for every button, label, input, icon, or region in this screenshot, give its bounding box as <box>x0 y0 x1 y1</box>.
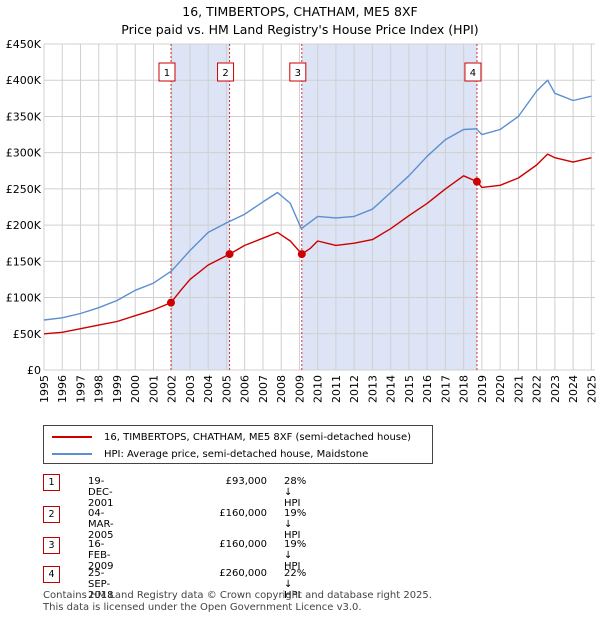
sale-point <box>472 177 481 186</box>
y-tick-label: £350K <box>6 110 42 123</box>
x-tick-label: 2010 <box>312 375 325 403</box>
x-tick-label: 2009 <box>293 375 306 403</box>
sale-label: 3 <box>295 68 301 79</box>
transaction-number: 4 <box>43 566 60 583</box>
sale-point <box>297 250 306 259</box>
y-tick-label: £300K <box>6 147 42 160</box>
x-tick-label: 2008 <box>275 375 288 403</box>
y-tick-label: £150K <box>6 255 42 268</box>
x-tick-label: 2006 <box>239 375 252 403</box>
x-tick-label: 2017 <box>439 375 452 403</box>
x-tick-label: 2025 <box>585 375 598 403</box>
x-tick-label: 2002 <box>166 375 179 403</box>
y-tick-label: £100K <box>6 292 42 305</box>
y-tick-label: £200K <box>6 219 42 232</box>
x-tick-label: 2004 <box>202 375 215 403</box>
x-tick-label: 2015 <box>403 375 416 403</box>
legend-swatch-hpi <box>52 453 92 455</box>
x-tick-label: 2016 <box>421 375 434 403</box>
legend-item-property: 16, TIMBERTOPS, CHATHAM, ME5 8XF (semi-d… <box>52 429 411 445</box>
x-tick-label: 2005 <box>220 375 233 403</box>
x-tick-label: 2023 <box>549 375 562 403</box>
sale-point <box>225 250 234 259</box>
x-tick-label: 1997 <box>74 375 87 403</box>
x-tick-label: 2021 <box>512 375 525 403</box>
legend-label-hpi: HPI: Average price, semi-detached house,… <box>104 448 369 460</box>
y-tick-label: £450K <box>6 38 42 51</box>
chart-subtitle: Price paid vs. HM Land Registry's House … <box>121 22 479 37</box>
legend-swatch-property <box>52 436 92 438</box>
transaction-hpi-diff: 19% ↓ HPI <box>284 508 307 541</box>
transaction-price: £160,000 <box>219 508 267 519</box>
transaction-hpi-diff: 22% ↓ HPI <box>284 568 307 601</box>
x-tick-label: 2000 <box>129 375 142 403</box>
transaction-hpi-diff: 28% ↓ HPI <box>284 476 307 509</box>
legend-item-hpi: HPI: Average price, semi-detached house,… <box>52 446 368 462</box>
price-chart: 1 2 3 4 £0 £50K £100K £150K £200K £250K £300K £350K… <box>6 38 599 403</box>
shaded-period <box>301 44 477 370</box>
hpi-line <box>43 79 592 321</box>
footer: Contains HM Land Registry data © Crown c… <box>43 590 432 613</box>
x-tick-label: 2007 <box>257 375 270 403</box>
y-tick-label: £50K <box>13 328 42 341</box>
property-price-line <box>43 153 592 335</box>
sale-label-box <box>158 62 176 82</box>
x-tick-label: 2019 <box>476 375 489 403</box>
sale-label-box <box>464 62 482 82</box>
sale-point <box>166 298 175 307</box>
transaction-number: 3 <box>43 537 60 554</box>
y-tick-label: £400K <box>6 74 42 87</box>
transaction-number: 1 <box>43 474 60 491</box>
sale-label: 1 <box>164 68 170 79</box>
x-tick-label: 2024 <box>567 375 580 403</box>
transaction-date: 04-MAR-2005 <box>88 508 114 541</box>
y-tick-label: £0 <box>27 364 41 377</box>
transaction-price: £260,000 <box>219 568 267 579</box>
x-tick-label: 2013 <box>366 375 379 403</box>
legend: 16, TIMBERTOPS, CHATHAM, ME5 8XF (semi-d… <box>43 425 433 464</box>
legend-label-property: 16, TIMBERTOPS, CHATHAM, ME5 8XF (semi-d… <box>104 431 412 443</box>
x-tick-label: 2014 <box>385 375 398 403</box>
transaction-date: 19-DEC-2001 <box>88 476 114 509</box>
sale-label-box <box>217 62 235 82</box>
transaction-price: £93,000 <box>225 476 267 487</box>
x-tick-label: 2018 <box>458 375 471 403</box>
transaction-date: 25-SEP-2018 <box>88 568 114 601</box>
sale-label: 4 <box>470 68 476 79</box>
y-tick-label: £250K <box>6 183 42 196</box>
x-tick-label: 2022 <box>531 375 544 403</box>
chart-title: 16, TIMBERTOPS, CHATHAM, ME5 8XF <box>182 4 418 19</box>
shaded-period <box>170 44 230 370</box>
footer-licence: This data is licensed under the Open Gov… <box>43 601 362 613</box>
x-tick-label: 2020 <box>494 375 507 403</box>
transaction-date: 16-FEB-2009 <box>88 539 114 572</box>
x-tick-label: 2001 <box>147 375 160 403</box>
sale-label-box <box>289 62 307 82</box>
x-tick-label: 1999 <box>111 375 124 403</box>
x-tick-label: 1998 <box>93 375 106 403</box>
x-tick-label: 2011 <box>330 375 343 403</box>
sale-label: 2 <box>222 68 228 79</box>
transaction-hpi-diff: 19% ↓ HPI <box>284 539 307 572</box>
footer-copyright: Contains HM Land Registry data © Crown c… <box>43 590 432 601</box>
x-tick-label: 1995 <box>38 375 51 403</box>
x-tick-label: 2003 <box>184 375 197 403</box>
transaction-price: £160,000 <box>219 539 267 550</box>
x-tick-label: 2012 <box>348 375 361 403</box>
transaction-number: 2 <box>43 506 60 523</box>
x-tick-label: 1996 <box>56 375 69 403</box>
